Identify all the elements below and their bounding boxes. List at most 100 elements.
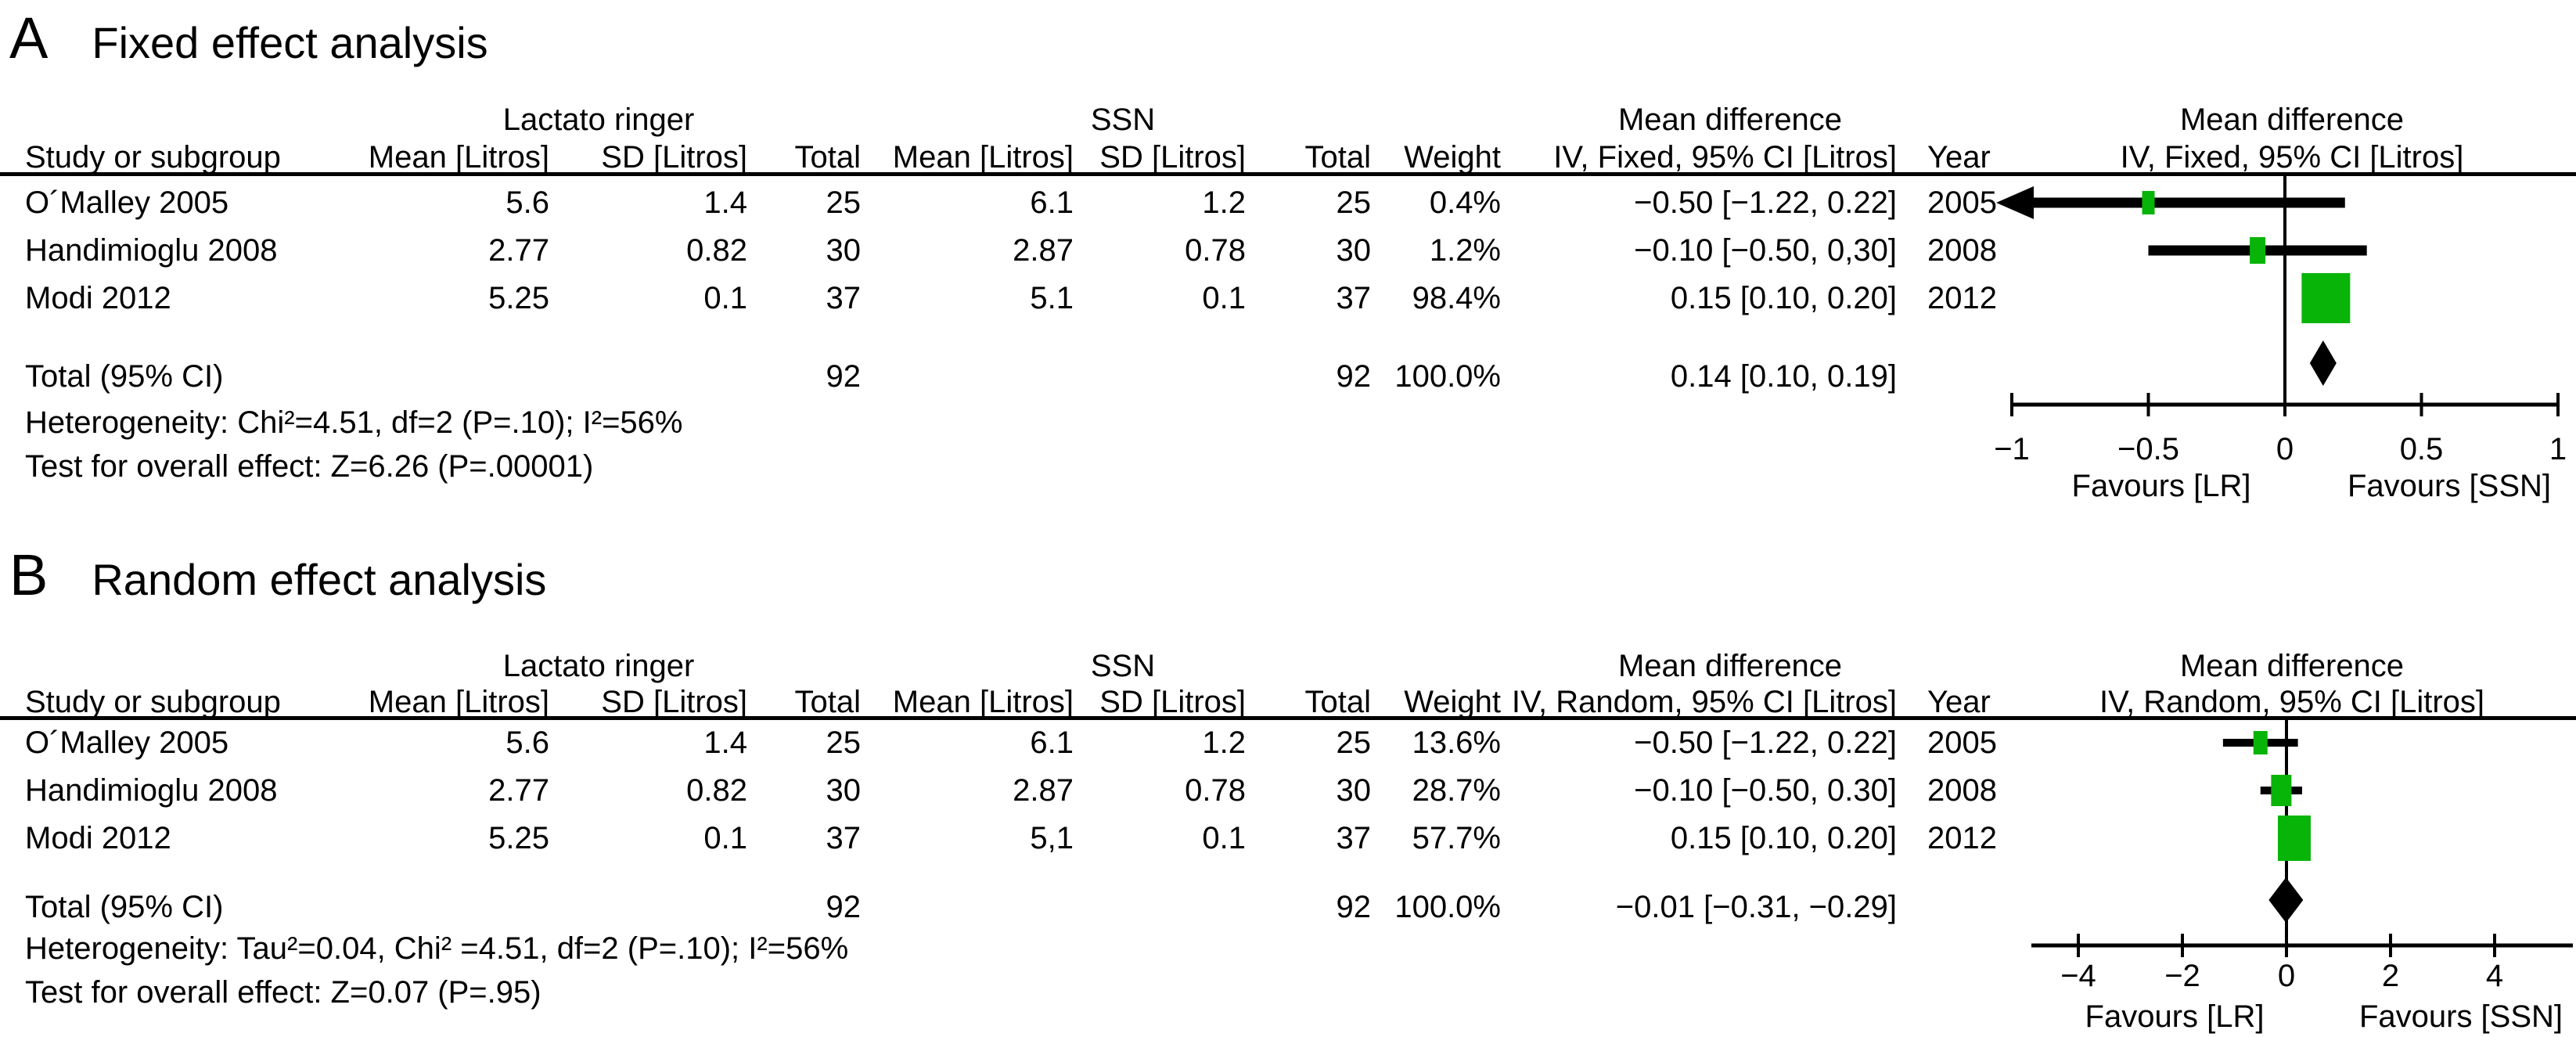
total-effect: 0.14 [0.10, 0.19] [1670,359,1897,394]
cell-lr-mean: 2.77 [488,233,549,268]
total-row: Total (95% CI) 92 92 100.0% 0.14 [0.10, … [0,354,2576,399]
table-row: Handimioglu 2008 2.77 0.82 30 2.87 0.78 … [0,768,2576,813]
group-header-mean-difference: Mean difference [1617,649,1843,683]
cell-lr-mean: 5.6 [505,726,549,760]
axis-tick-label: 0.5 [2400,432,2444,466]
total-lr-n: 92 [826,359,862,394]
cell-lr-sd: 0.82 [686,233,747,268]
cell-effect: −0.10 [−0.50, 0,30] [1634,233,1897,268]
cell-ssn-mean: 6.1 [1030,726,1074,760]
axis-tick-label: 0 [2278,959,2295,993]
forest-plot-b: −4 −2 0 2 4 Favours [LR] Favours [SSN] [2031,716,2573,1034]
cell-year: 2005 [1927,185,1997,220]
cell-lr-total: 37 [826,821,862,855]
cell-ssn-sd: 0.1 [1202,821,1246,855]
table-row: O´Malley 2005 5.6 1.4 25 6.1 1.2 25 0.4%… [0,180,2576,225]
cell-ssn-mean: 2.87 [1013,233,1074,268]
col-header-weight: Weight [1404,685,1501,719]
table-row: Handimioglu 2008 2.77 0.82 30 2.87 0.78 … [0,228,2576,273]
cell-lr-mean: 5.25 [488,281,549,315]
effect-marker [2250,237,2266,264]
table-row: O´Malley 2005 5.6 1.4 25 6.1 1.2 25 13.6… [0,720,2576,765]
col-header-lr-mean: Mean [Litros] [368,140,549,175]
total-row: Total (95% CI) 92 92 100.0% −0.01 [−0.31… [0,884,2576,930]
axis-tick-label: 1 [2549,432,2567,466]
table-row: Modi 2012 5.25 0.1 37 5,1 0.1 37 57.7% 0… [0,816,2576,861]
effect-marker [2142,191,2155,214]
col-header-effect: IV, Fixed, 95% CI [Litros] [1553,140,1897,175]
group-header-mean-difference-plot: Mean difference [2179,103,2405,137]
col-header-lr-mean: Mean [Litros] [368,685,549,719]
col-header-lr-total: Total [794,140,862,175]
cell-ssn-sd: 1.2 [1202,726,1246,760]
axis-tick-label: −2 [2164,959,2200,993]
axis-tick-label: −4 [2060,959,2096,993]
cell-ssn-sd: 0.1 [1202,281,1246,315]
cell-ssn-mean: 6.1 [1030,185,1074,220]
cell-lr-mean: 5.25 [488,821,549,855]
cell-study: O´Malley 2005 [25,185,229,220]
cell-lr-total: 30 [826,773,862,808]
col-header-ssn-sd: SD [Litros] [1099,140,1246,175]
effect-marker [2301,273,2351,323]
col-header-lr-sd: SD [Litros] [601,685,747,719]
cell-ssn-total: 30 [1336,773,1372,808]
col-header-lr-sd: SD [Litros] [601,140,747,175]
header-rule [0,172,2576,176]
cell-lr-sd: 0.82 [686,773,747,808]
total-ssn-n: 92 [1336,890,1372,924]
header-rule [0,716,2576,720]
panel-b-title-text: Random effect analysis [92,555,547,604]
pooled-diamond [2268,877,2304,923]
table-row: Modi 2012 5.25 0.1 37 5.1 0.1 37 98.4% 0… [0,275,2576,321]
cell-ssn-total: 37 [1336,281,1372,315]
overall-effect-note: Test for overall effect: Z=6.26 (P=.0000… [25,449,594,484]
cell-weight: 28.7% [1412,773,1501,808]
cell-ssn-mean: 2.87 [1013,773,1074,808]
group-header-mean-difference-plot: Mean difference [2179,649,2405,683]
cell-weight: 13.6% [1412,726,1501,760]
cell-lr-sd: 0.1 [703,821,747,855]
cell-ssn-total: 25 [1336,185,1372,220]
total-label: Total (95% CI) [25,359,224,394]
cell-lr-mean: 5.6 [505,185,549,220]
total-weight: 100.0% [1394,359,1501,394]
panel-b-title: B Random effect analysis [9,542,546,608]
favours-left-label: Favours [LR] [2085,999,2265,1034]
group-header-lactato-ringer: Lactato ringer [502,649,695,683]
forest-plot-a: −1 −0.5 0 0.5 1 Favours [LR] Favours [SSN] [1994,172,2567,503]
group-header-lactato-ringer: Lactato ringer [502,103,695,137]
cell-effect: 0.15 [0.10, 0.20] [1670,821,1897,855]
panel-a-group-header-row: Lactato ringer SSN Mean difference Mean … [0,97,2576,142]
cell-effect: −0.50 [−1.22, 0.22] [1634,185,1897,220]
cell-weight: 57.7% [1412,821,1501,855]
cell-ssn-sd: 0.78 [1185,773,1246,808]
col-header-ssn-total: Total [1304,140,1372,175]
cell-lr-total: 30 [826,233,862,268]
cell-effect: −0.50 [−1.22, 0.22] [1634,726,1897,760]
cell-study: Modi 2012 [25,281,171,315]
panel-b-group-header-row: Lactato ringer SSN Mean difference Mean … [0,643,2576,689]
panel-a-column-header-row: Study or subgroup Mean [Litros] SD [Litr… [0,135,2576,180]
cell-lr-total: 25 [826,726,862,760]
cell-year: 2008 [1927,233,1997,268]
ci-arrow-left [1996,186,2034,219]
col-header-effect-plot: IV, Random, 95% CI [Litros] [2099,685,2485,719]
heterogeneity-note: Heterogeneity: Tau²=0.04, Chi² =4.51, df… [25,931,849,966]
cell-study: Handimioglu 2008 [25,233,278,268]
col-header-lr-total: Total [794,685,862,719]
axis-tick-label: 0 [2276,432,2294,466]
favours-left-label: Favours [LR] [2072,469,2251,503]
panel-a-title-text: Fixed effect analysis [92,18,488,67]
group-header-mean-difference: Mean difference [1617,103,1843,137]
cell-ssn-sd: 1.2 [1202,185,1246,220]
cell-weight: 1.2% [1429,233,1501,268]
effect-marker [2253,731,2268,754]
panel-a-letter: A [9,5,49,70]
cell-lr-sd: 1.4 [703,185,747,220]
cell-year: 2012 [1927,821,1997,855]
favours-right-label: Favours [SSN] [2359,999,2563,1034]
group-header-ssn: SSN [1090,649,1156,683]
cell-lr-sd: 1.4 [703,726,747,760]
